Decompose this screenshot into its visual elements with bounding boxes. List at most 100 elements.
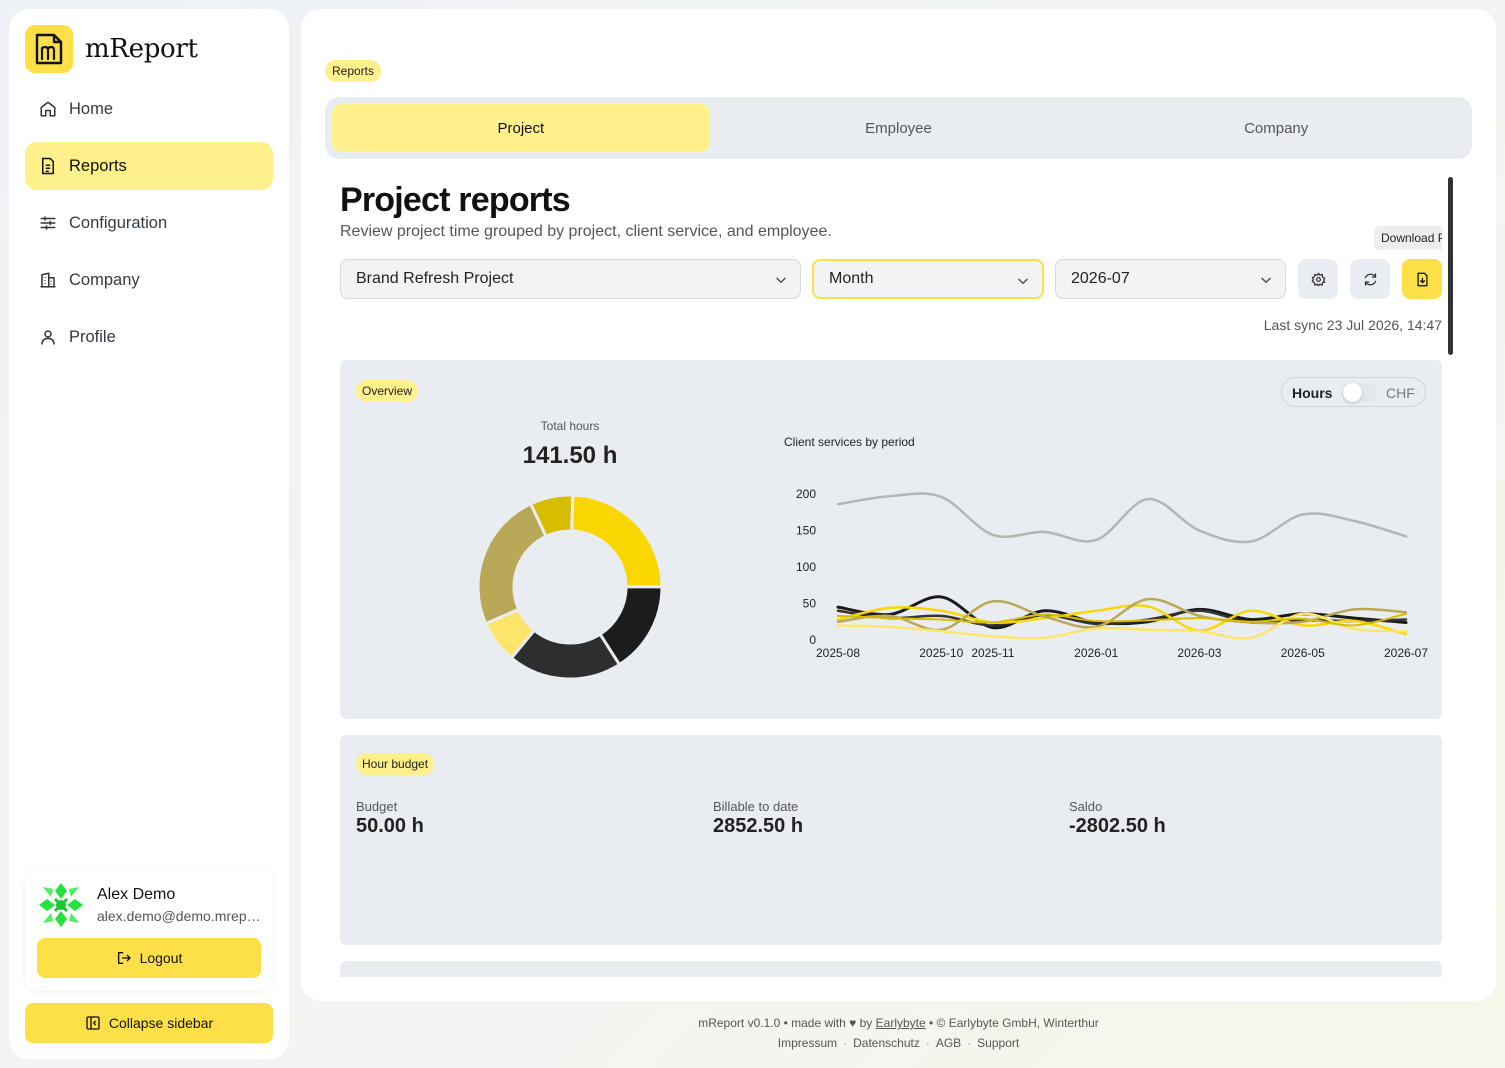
sidebar-item-reports[interactable]: Reports [25, 142, 273, 190]
chevron-down-icon [1259, 273, 1273, 287]
period-select-value: Month [829, 270, 874, 287]
footer-link-datenschutz[interactable]: Datenschutz [853, 1036, 920, 1050]
overview-card: Overview Hours CHF Total hours 141.50 h … [340, 360, 1442, 719]
y-tick-label: 200 [796, 487, 816, 501]
report-content: Project reports Review project time grou… [340, 169, 1442, 977]
client-services-line-chart: Client services by period 0 50 100 150 200 2… [784, 435, 1428, 660]
page-subtitle: Review project time grouped by project, … [340, 223, 832, 240]
billable-value: 2852.50 h [713, 815, 804, 837]
footer-credits: mReport v0.1.0 • made with ♥ by Earlybyt… [301, 1016, 1496, 1030]
refresh-button[interactable] [1350, 259, 1390, 299]
collapse-sidebar-button[interactable]: Collapse sidebar [25, 1003, 273, 1043]
footer-text-after: • © Earlybyte GmbH, Winterthur [929, 1016, 1099, 1030]
collapse-sidebar-label: Collapse sidebar [108, 1015, 214, 1031]
toggle-knob [1343, 383, 1362, 402]
avatar[interactable] [37, 881, 85, 929]
logout-label: Logout [139, 950, 183, 966]
billable-label: Billable to date [713, 799, 799, 814]
donut-slice-0[interactable] [570, 493, 664, 589]
settings-button[interactable] [1298, 259, 1338, 299]
logout-button[interactable]: Logout [37, 938, 261, 978]
footer-text-before: mReport v0.1.0 • made with ♥ by [698, 1016, 873, 1030]
line-series-6[interactable] [837, 612, 1407, 627]
x-tick-label: 2025-10 [919, 646, 963, 660]
total-hours-value: 141.50 h [522, 442, 618, 469]
building-icon [39, 271, 57, 289]
y-tick-label: 100 [796, 560, 816, 574]
sidebar-item-label: Home [69, 99, 114, 118]
last-sync-text: Last sync 23 Jul 2026, 14:47 [1263, 317, 1442, 333]
y-tick-label: 0 [809, 633, 816, 647]
report-icon [39, 157, 57, 175]
logout-icon [116, 950, 132, 966]
breadcrumb[interactable]: Reports [325, 60, 382, 82]
main-panel: Reports Project Employee Company Project… [301, 9, 1496, 1001]
hours-chf-toggle[interactable]: Hours CHF [1281, 377, 1426, 407]
period-select[interactable]: Month [812, 259, 1044, 299]
user-name: Alex Demo [97, 886, 176, 903]
line-series-5[interactable] [836, 612, 1408, 640]
tab-employee[interactable]: Employee [865, 119, 932, 137]
x-tick-label: 2026-05 [1281, 646, 1325, 660]
download-pdf-tooltip: Download PDF [1374, 226, 1442, 250]
user-icon [39, 328, 57, 346]
chevron-down-icon [774, 273, 788, 287]
overview-badge: Overview [356, 380, 419, 402]
y-tick-label: 50 [803, 597, 817, 611]
panel-collapse-icon [85, 1015, 101, 1031]
sidebar-item-label: Profile [69, 327, 116, 346]
x-tick-label: 2026-03 [1177, 646, 1221, 660]
toggle-switch[interactable] [1342, 383, 1378, 402]
gear-icon [1311, 272, 1326, 287]
x-tick-label: 2025-08 [816, 646, 860, 660]
project-select[interactable]: Brand Refresh Project [340, 259, 801, 299]
footer-link-support[interactable]: Support [977, 1036, 1020, 1050]
budget-value: 50.00 h [356, 815, 424, 837]
saldo-label: Saldo [1069, 799, 1103, 814]
tab-project[interactable]: Project [332, 104, 710, 152]
donut-chart [476, 493, 664, 681]
sidebar-item-company[interactable]: Company [25, 256, 273, 304]
sidebar-item-profile[interactable]: Profile [25, 313, 273, 361]
tab-company[interactable]: Company [1244, 119, 1309, 137]
app-name: mReport [85, 34, 198, 64]
sidebar-item-home[interactable]: Home [25, 85, 273, 133]
report-tabs: Project Employee Company [325, 97, 1472, 159]
chevron-down-icon [1016, 274, 1030, 288]
user-card: Alex Demo alex.demo@demo.mreport.ch Logo… [25, 867, 273, 991]
scrollbar-thumb[interactable] [1448, 177, 1453, 355]
app-logo [25, 25, 73, 73]
page-title: Project reports [340, 181, 571, 219]
y-tick-label: 150 [796, 524, 816, 538]
next-card [340, 961, 1442, 977]
footer-link-agb[interactable]: AGB [935, 1036, 962, 1050]
sidebar-item-label: Company [69, 270, 140, 289]
footer-link-impressum[interactable]: Impressum [777, 1036, 838, 1050]
sidebar-nav: Home Reports Configuration Company Profi… [25, 85, 273, 370]
footer-links: Impressum · Datenschutz · AGB · Support [777, 1036, 1020, 1050]
x-tick-label: 2026-07 [1384, 646, 1428, 660]
download-pdf-button[interactable] [1402, 259, 1442, 299]
sidebar: mReport Home Reports Configuration Compa… [9, 9, 289, 1059]
sidebar-item-label: Reports [69, 156, 127, 175]
file-download-icon [1415, 272, 1430, 287]
project-select-value: Brand Refresh Project [356, 270, 514, 287]
brand[interactable]: mReport [25, 25, 198, 73]
toggle-chf-label: CHF [1386, 385, 1415, 401]
date-select[interactable]: 2026-07 [1055, 259, 1286, 299]
donut-slice-5[interactable] [528, 493, 575, 539]
budget-label: Budget [356, 799, 398, 814]
date-select-value: 2026-07 [1071, 270, 1130, 287]
hour-budget-card: Hour budget Budget 50.00 h Billable to d… [340, 735, 1442, 945]
donut-slice-4[interactable] [476, 501, 549, 626]
saldo-value: -2802.50 h [1069, 815, 1166, 837]
sidebar-item-configuration[interactable]: Configuration [25, 199, 273, 247]
home-icon [39, 100, 57, 118]
line-series-0[interactable] [836, 492, 1408, 544]
sliders-icon [39, 214, 57, 232]
earlybyte-link[interactable]: Earlybyte [875, 1016, 926, 1030]
user-email: alex.demo@demo.mreport.ch [97, 908, 265, 924]
x-tick-label: 2025-11 [971, 646, 1014, 660]
line-series-3[interactable] [836, 604, 1408, 636]
toggle-hours-label: Hours [1292, 385, 1333, 401]
